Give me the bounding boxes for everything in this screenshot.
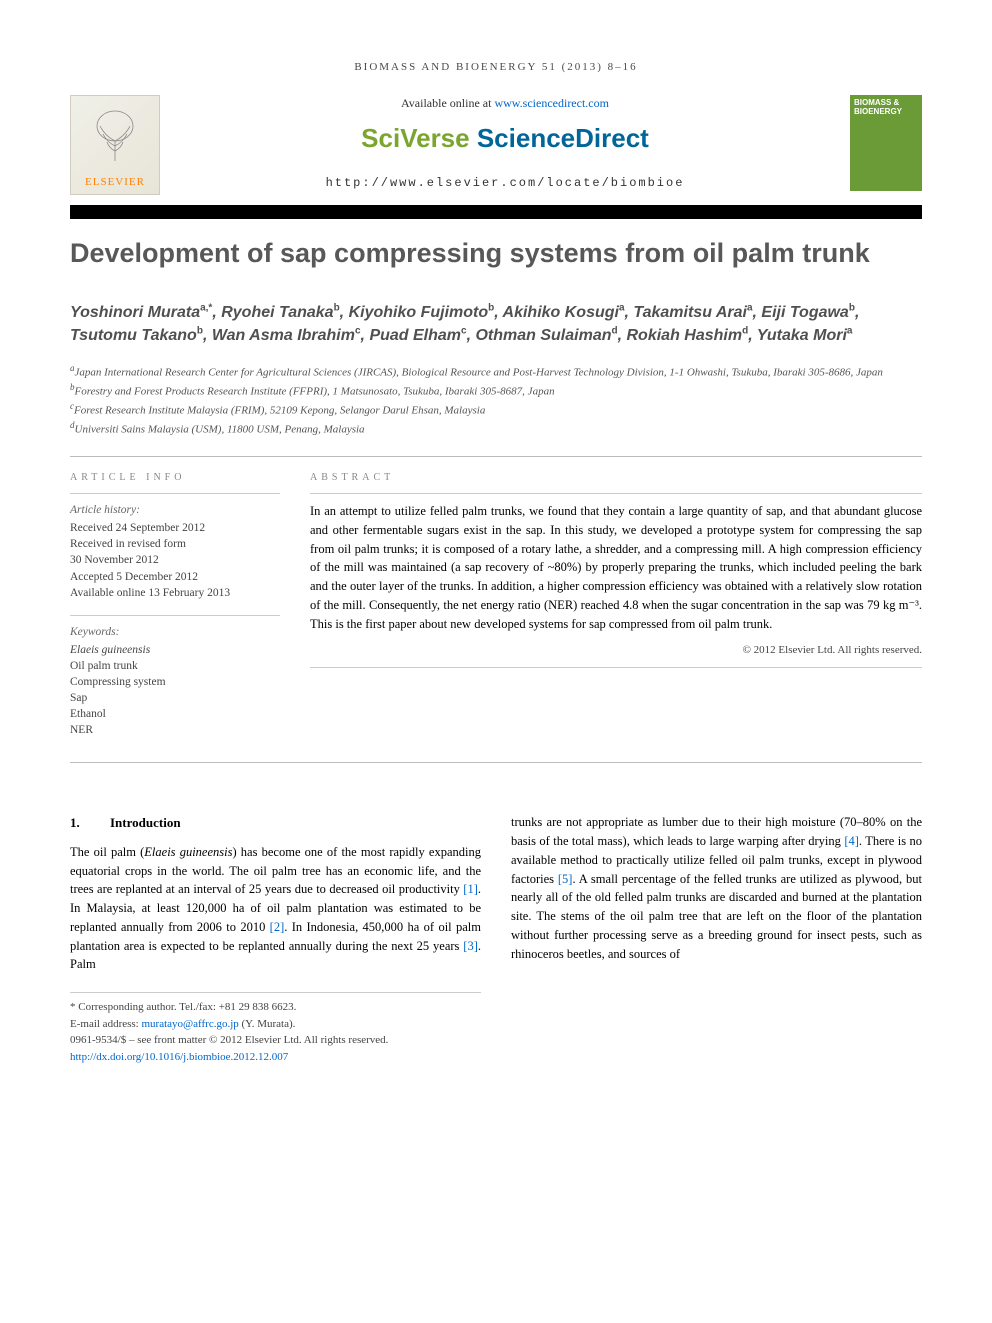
history-item: 30 November 2012 xyxy=(70,552,280,568)
body-paragraph: The oil palm (Elaeis guineensis) has bec… xyxy=(70,843,481,974)
header-center: Available online at www.sciencedirect.co… xyxy=(180,95,830,191)
footer-block: * Corresponding author. Tel./fax: +81 29… xyxy=(70,992,481,1065)
keyword: NER xyxy=(70,722,280,738)
sciencedirect-text: ScienceDirect xyxy=(477,123,649,153)
elsevier-logo-text: ELSEVIER xyxy=(85,175,145,194)
divider xyxy=(70,762,922,763)
history-item: Available online 13 February 2013 xyxy=(70,585,280,601)
affiliations: aJapan International Research Center for… xyxy=(70,362,922,439)
keyword: Elaeis guineensis xyxy=(70,642,280,658)
email-line: E-mail address: muratayo@affrc.go.jp (Y.… xyxy=(70,1016,481,1033)
section-title: Introduction xyxy=(110,815,181,830)
section-number: 1. xyxy=(70,813,110,833)
article-info-heading: ARTICLE INFO xyxy=(70,471,280,485)
divider xyxy=(70,456,922,457)
doi-link[interactable]: http://dx.doi.org/10.1016/j.biombioe.201… xyxy=(70,1049,481,1066)
keywords-block: Keywords: Elaeis guineensis Oil palm tru… xyxy=(70,624,280,739)
history-block: Article history: Received 24 September 2… xyxy=(70,502,280,601)
available-prefix: Available online at xyxy=(401,96,494,110)
platform-logo: SciVerse ScienceDirect xyxy=(180,120,830,156)
body-column-right: trunks are not appropriate as lumber due… xyxy=(511,813,922,1065)
keyword: Compressing system xyxy=(70,674,280,690)
history-item: Received 24 September 2012 xyxy=(70,520,280,536)
author-list: Yoshinori Murataa,*, Ryohei Tanakab, Kiy… xyxy=(70,301,922,347)
elsevier-logo: ELSEVIER xyxy=(70,95,160,195)
issn-line: 0961-9534/$ – see front matter © 2012 El… xyxy=(70,1032,481,1049)
journal-cover-title: BIOMASS & BIOENERGY xyxy=(854,99,918,117)
thin-divider xyxy=(310,493,922,494)
abstract-text: In an attempt to utilize felled palm tru… xyxy=(310,502,922,633)
header-block: ELSEVIER Available online at www.science… xyxy=(70,95,922,195)
keyword: Oil palm trunk xyxy=(70,658,280,674)
thin-divider xyxy=(70,615,280,616)
corresponding-author: * Corresponding author. Tel./fax: +81 29… xyxy=(70,999,481,1016)
article-title: Development of sap compressing systems f… xyxy=(70,237,922,271)
abstract-column: ABSTRACT In an attempt to utilize felled… xyxy=(310,471,922,752)
title-bar xyxy=(70,205,922,219)
journal-url[interactable]: http://www.elsevier.com/locate/biombioe xyxy=(180,175,830,192)
email-link[interactable]: muratayo@affrc.go.jp xyxy=(141,1018,238,1030)
keywords-label: Keywords: xyxy=(70,624,280,640)
affiliation-b: bForestry and Forest Products Research I… xyxy=(70,381,922,400)
body-column-left: 1.Introduction The oil palm (Elaeis guin… xyxy=(70,813,481,1065)
keyword: Ethanol xyxy=(70,706,280,722)
abstract-copyright: © 2012 Elsevier Ltd. All rights reserved… xyxy=(310,643,922,658)
email-name: (Y. Murata). xyxy=(239,1018,296,1030)
affiliation-a: aJapan International Research Center for… xyxy=(70,362,922,381)
info-abstract-row: ARTICLE INFO Article history: Received 2… xyxy=(70,471,922,752)
article-info-column: ARTICLE INFO Article history: Received 2… xyxy=(70,471,280,752)
thin-divider xyxy=(70,493,280,494)
thin-divider xyxy=(310,667,922,668)
email-label: E-mail address: xyxy=(70,1018,141,1030)
history-item: Received in revised form xyxy=(70,536,280,552)
sciencedirect-link[interactable]: www.sciencedirect.com xyxy=(494,96,609,110)
keyword: Sap xyxy=(70,690,280,706)
affiliation-c: cForest Research Institute Malaysia (FRI… xyxy=(70,400,922,419)
affiliation-d: dUniversiti Sains Malaysia (USM), 11800 … xyxy=(70,419,922,438)
history-item: Accepted 5 December 2012 xyxy=(70,569,280,585)
sciverse-text: SciVerse xyxy=(361,123,477,153)
running-head: BIOMASS AND BIOENERGY 51 (2013) 8–16 xyxy=(70,60,922,75)
body-paragraph: trunks are not appropriate as lumber due… xyxy=(511,813,922,963)
abstract-heading: ABSTRACT xyxy=(310,471,922,485)
journal-cover-thumbnail: BIOMASS & BIOENERGY xyxy=(850,95,922,191)
available-online: Available online at www.sciencedirect.co… xyxy=(180,95,830,112)
body-columns: 1.Introduction The oil palm (Elaeis guin… xyxy=(70,813,922,1065)
section-heading: 1.Introduction xyxy=(70,813,481,833)
elsevier-tree-icon xyxy=(85,96,145,175)
history-label: Article history: xyxy=(70,502,280,518)
